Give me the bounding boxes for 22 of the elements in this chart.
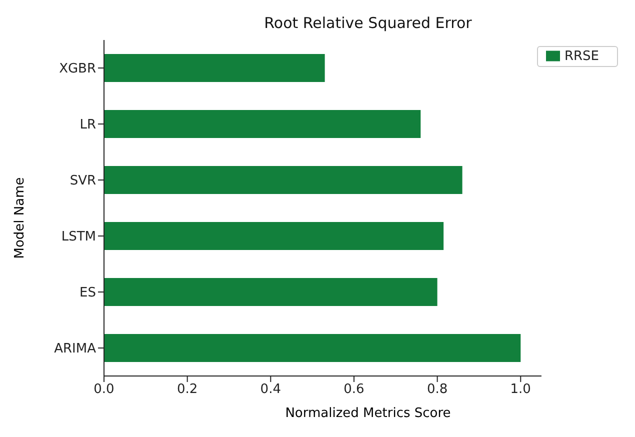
bar [104,334,521,362]
bar [104,110,421,138]
y-tick-label: XGBR [59,62,96,77]
x-axis-title: Normalized Metrics Score [284,406,452,421]
x-tick-label: 0.8 [426,382,448,398]
y-axis-title: Model Name [12,177,28,259]
x-tick-label: 0.0 [94,382,114,398]
x-tick-label: 0.2 [176,382,198,398]
chart-title: Root Relative Squared Error [263,14,473,32]
y-tick-label: LR [80,118,96,133]
bar [104,222,444,250]
y-tick-label: SVR [70,174,96,189]
bar [104,166,462,194]
legend-label: RRSE [564,49,599,64]
x-tick-label: 0.4 [260,382,281,398]
bar [104,278,438,306]
x-tick-label: 0.6 [344,382,364,398]
y-tick-label: ARIMA [54,342,96,357]
y-tick-label: LSTM [61,230,96,245]
x-tick-label: 1.0 [510,382,531,398]
bar [104,54,325,82]
y-tick-label: ES [80,286,96,301]
